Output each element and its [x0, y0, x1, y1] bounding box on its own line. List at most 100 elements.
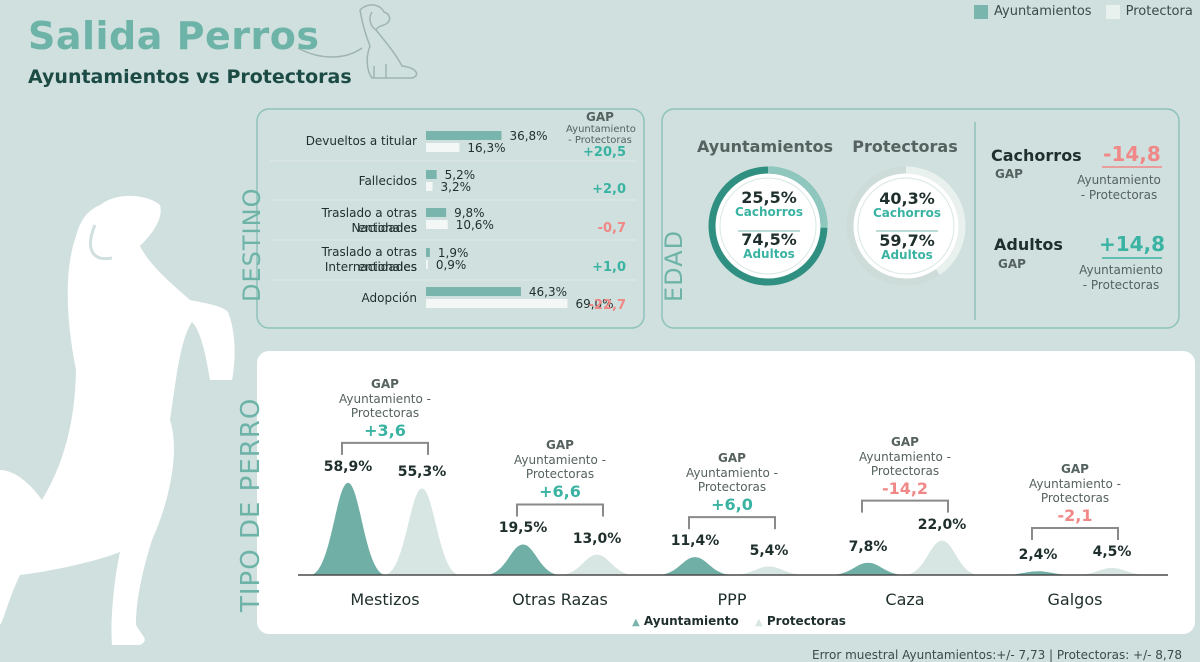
- tipo-chart: [310, 482, 1150, 575]
- ring-cachorros-0: [708, 166, 828, 286]
- peak-label-ayuntamiento-2: 11,4%: [670, 533, 720, 550]
- destino-bar-protectora-0: [426, 143, 460, 152]
- destino-label-2a: Traslado a otras entidades: [321, 206, 417, 235]
- gap-bracket-0: [341, 441, 429, 455]
- gap-sub-1-1: Ayuntamiento -: [514, 453, 606, 468]
- peak-label-ayuntamiento-3: 7,8%: [848, 538, 888, 555]
- ayto-cachorros-text: Cachorros: [734, 205, 804, 219]
- edad-gap-adultos-sub-1: Ayuntamiento: [1079, 263, 1163, 277]
- peak-ayuntamiento-4: [1000, 571, 1076, 575]
- gap-title-2: GAP: [718, 451, 746, 466]
- page-title: Salida Perros: [28, 14, 320, 58]
- destino-label-4: Adopción: [361, 291, 417, 305]
- ring-bg-1: [848, 168, 964, 284]
- tipo-legend-ayuntamiento-icon: ▲: [632, 617, 640, 628]
- destino-label-3b: Internacionales: [324, 260, 417, 274]
- destino-value-ayuntamiento-3: 1,9%: [437, 246, 469, 260]
- gap-title-4: GAP: [1061, 461, 1089, 476]
- ring-bg-0: [710, 168, 826, 284]
- destino-label-0: Devueltos a titular: [305, 134, 417, 148]
- dog-drawing-icon: [297, 4, 418, 79]
- edad-gap-adultos-name: Adultos: [994, 235, 1063, 254]
- ayto-adultos-pct: 74,5%: [741, 230, 797, 249]
- destino-value-protectora-0: 16,3%: [467, 141, 506, 155]
- category-label-3: Caza: [885, 590, 925, 609]
- peak-protectoras-4: [1074, 567, 1150, 575]
- destino-panel: [256, 108, 645, 329]
- category-label-2: PPP: [717, 590, 747, 609]
- destino-gap-3: +1,0: [592, 260, 626, 275]
- edad-gap-cachorros-sub-2: - Protectoras: [1080, 188, 1158, 202]
- gap-sub-2-3: Protectoras: [870, 463, 940, 478]
- prot-cachorros-pct: 40,3%: [879, 189, 935, 208]
- ayto-adultos-text: Adultos: [743, 247, 795, 261]
- page-subtitle: Ayuntamientos vs Protectoras: [28, 66, 352, 88]
- edad-group-ayuntamientos: Ayuntamientos: [696, 137, 834, 156]
- dog-silhouette-icon: [0, 195, 235, 646]
- dog-ear-icon: [89, 224, 113, 261]
- gap-sub-1-3: Ayuntamiento -: [859, 449, 951, 464]
- ring-inner-1: [857, 177, 955, 275]
- gap-value-2: +6,0: [711, 495, 753, 515]
- destino-bar-ayuntamiento-3: [426, 248, 430, 257]
- destino-row-separators: [270, 160, 636, 281]
- destino-gap-1: +2,0: [592, 182, 626, 197]
- peak-protectoras-2: [731, 566, 807, 575]
- destino-bars: [426, 131, 568, 308]
- destino-value-ayuntamiento-1: 5,2%: [444, 168, 476, 182]
- destino-bar-protectora-4: [426, 299, 568, 308]
- legend-label-ayuntamientos: Ayuntamientos: [994, 4, 1092, 19]
- destino-label-2b: Nacionales: [351, 221, 417, 235]
- gap-title-0: GAP: [371, 376, 399, 391]
- destino-gap-4: -22,7: [588, 298, 626, 313]
- gap-title-3: GAP: [891, 434, 919, 449]
- destino-gap-0: +20,5: [583, 145, 626, 160]
- edad-group-protectoras: Protectoras: [852, 137, 958, 156]
- tipo-legend-ayuntamiento: Ayuntamiento: [643, 614, 739, 628]
- edad-gap-adultos-value: +14,8: [1098, 232, 1166, 256]
- destino-label-1: Fallecidos: [358, 174, 417, 188]
- tipo-legend: ▲ Ayuntamiento ▲ Protectoras: [632, 614, 846, 628]
- gap-title-1: GAP: [546, 438, 574, 453]
- prot-adultos-pct: 59,7%: [879, 231, 935, 250]
- category-label-4: Galgos: [1047, 590, 1103, 609]
- destino-value-protectora-4: 69,0%: [575, 297, 614, 311]
- destino-gap-subtitle: Ayuntamiento - Protectoras: [566, 124, 636, 146]
- destino-value-ayuntamiento-2: 9,8%: [454, 206, 485, 220]
- destino-bar-ayuntamiento-0: [426, 131, 502, 140]
- edad-gap-adultos-sub-2: - Protectoras: [1082, 278, 1160, 292]
- legend-swatch-ayuntamientos: [974, 4, 988, 19]
- gap-bracket-3: [861, 499, 949, 513]
- destino-bar-ayuntamiento-1: [426, 170, 437, 179]
- edad-gap-cachorros-label: GAP: [995, 167, 1023, 181]
- edad-gap-cachorros-sub-1: Ayuntamiento: [1077, 173, 1161, 187]
- ring-inner-0: [719, 177, 817, 275]
- peak-label-protectoras-3: 22,0%: [917, 516, 967, 533]
- destino-value-protectora-1: 3,2%: [440, 180, 472, 194]
- destino-label-3a: Traslado a otras entidades: [321, 245, 417, 274]
- edad-section-label: EDAD: [660, 229, 688, 302]
- edad-gap-adultos-label: GAP: [998, 257, 1026, 271]
- category-label-1: Otras Razas: [512, 590, 608, 609]
- ring-cachorros-1: [846, 166, 966, 286]
- tipo-legend-protectoras-icon: ▲: [754, 617, 763, 628]
- destino-value-protectora-3: 0,9%: [435, 258, 467, 272]
- destino-bar-ayuntamiento-2: [426, 208, 447, 217]
- top-legend: Ayuntamientos Protectora: [974, 4, 1193, 19]
- peak-label-ayuntamiento-1: 19,5%: [498, 520, 548, 537]
- peak-ayuntamiento-2: [657, 557, 733, 575]
- ayto-cachorros-pct: 25,5%: [741, 188, 797, 207]
- gap-sub-1-0: Ayuntamiento -: [339, 391, 431, 406]
- peak-protectoras-0: [384, 488, 460, 575]
- destino-gap-2: -0,7: [597, 221, 626, 236]
- gap-value-1: +6,6: [539, 482, 581, 502]
- edad-gap-cachorros-name: Cachorros: [991, 146, 1082, 165]
- peak-protectoras-1: [559, 554, 635, 575]
- tipo-section-label: TIPO DE PERRO: [236, 397, 266, 612]
- tipo-legend-protectoras: Protectoras: [766, 614, 846, 628]
- prot-cachorros-text: Cachorros: [872, 206, 942, 220]
- tipo-brackets: [341, 441, 1119, 540]
- prot-adultos-text: Adultos: [881, 248, 933, 262]
- peak-ayuntamiento-3: [830, 562, 906, 575]
